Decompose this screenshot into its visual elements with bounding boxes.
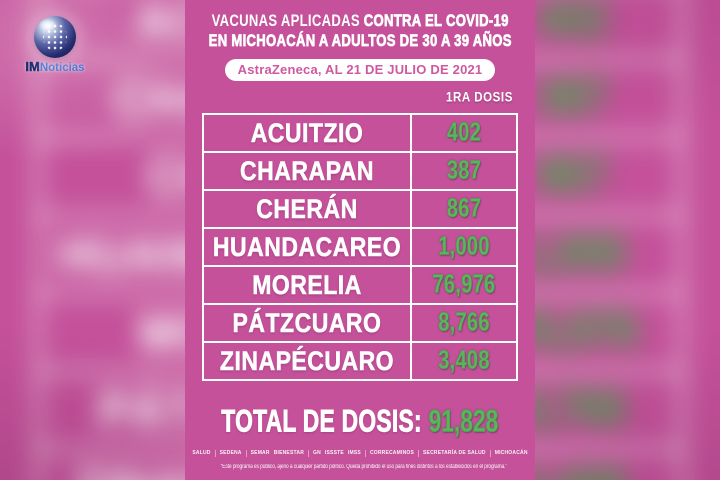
institution-logo: GN xyxy=(313,450,321,456)
brand-noticias: Noticias xyxy=(39,62,85,74)
imnoticias-sphere-icon xyxy=(34,16,76,58)
total-label: TOTAL DE DOSIS: xyxy=(221,404,423,440)
title-part-1: VACUNAS APLICADAS xyxy=(211,11,360,30)
doses-cell: 387 xyxy=(412,153,516,189)
institution-logo: SEMAR xyxy=(250,450,270,456)
municipality-cell: HUANDACAREO xyxy=(204,229,412,265)
table-row: MORELIA 76,976 xyxy=(204,265,516,303)
institution-logo: SALUD xyxy=(192,450,211,456)
doses-cell: 402 xyxy=(412,115,516,151)
logo-separator xyxy=(214,450,216,457)
doses-cell: 1,000 xyxy=(412,229,516,265)
program-disclaimer: “Este programa es público, ajeno a cualq… xyxy=(220,464,507,470)
institution-logo: MICHOACÁN xyxy=(494,450,528,456)
total-value: 91,828 xyxy=(428,404,499,440)
doses-cell: 8,766 xyxy=(412,305,516,341)
doses-value: 8,766 xyxy=(438,308,490,337)
institution-logo: CORRECAMINOS xyxy=(369,450,415,456)
doses-value: 387 xyxy=(446,156,482,185)
date-badge: AstraZeneca, AL 21 DE JULIO DE 2021 xyxy=(224,59,496,81)
municipality-cell: CHERÁN xyxy=(204,191,412,227)
municipality-label: CHARAPAN xyxy=(240,155,374,186)
logo-separator xyxy=(308,450,310,457)
doses-value: 76,976 xyxy=(432,270,496,299)
institution-logo: SEDENA xyxy=(219,450,242,456)
doses-value: 1,000 xyxy=(438,232,490,261)
municipality-label: ZINAPÉCUARO xyxy=(219,345,395,376)
municipality-cell: ACUITZIO xyxy=(204,115,412,151)
infographic-card: VACUNAS APLICADAS CONTRA EL COVID-19 EN M… xyxy=(185,0,535,480)
municipality-cell: CHARAPAN xyxy=(204,153,412,189)
municipality-label: ACUITZIO xyxy=(250,117,364,148)
total-row: TOTAL DE DOSIS: 91,828 xyxy=(185,402,535,444)
title-part-2: CONTRA EL COVID-19 xyxy=(363,11,509,31)
municipality-label: PÁTZCUARO xyxy=(232,307,382,338)
municipality-cell: ZINAPÉCUARO xyxy=(204,343,412,379)
municipality-cell: PÁTZCUARO xyxy=(204,305,412,341)
municipality-label: MORELIA xyxy=(252,269,362,300)
institution-logo: BIENESTAR xyxy=(273,450,305,456)
logo-separator xyxy=(245,450,247,457)
imnoticias-wordmark: IMNoticias xyxy=(14,60,96,75)
doses-value: 867 xyxy=(446,194,482,223)
logo-separator xyxy=(489,450,491,457)
institution-logo: ISSSTE xyxy=(324,450,344,456)
brand-im: IM xyxy=(25,59,40,74)
title-line-1: VACUNAS APLICADAS CONTRA EL COVID-19 xyxy=(185,11,535,31)
table-row: HUANDACAREO 1,000 xyxy=(204,227,516,265)
imnoticias-watermark: IMNoticias xyxy=(14,16,96,75)
table-row: PÁTZCUARO 8,766 xyxy=(204,303,516,341)
column-header-1ra-dosis: 1RA DOSIS xyxy=(446,90,513,106)
municipality-label: CHERÁN xyxy=(256,193,358,224)
municipality-label: HUANDACAREO xyxy=(212,231,402,262)
doses-table: ACUITZIO 402 CHARAPAN 387 CHERÁN 867 HUA… xyxy=(202,113,518,381)
title-line-2: EN MICHOACÁN A ADULTOS DE 30 A 39 AÑOS xyxy=(185,31,535,51)
doses-value: 3,408 xyxy=(438,346,490,375)
logo-separator xyxy=(418,450,420,457)
table-row: ZINAPÉCUARO 3,408 xyxy=(204,341,516,379)
doses-cell: 3,408 xyxy=(412,343,516,379)
doses-value: 402 xyxy=(446,118,482,147)
doses-cell: 76,976 xyxy=(412,267,516,303)
table-row: CHARAPAN 387 xyxy=(204,151,516,189)
table-row: CHERÁN 867 xyxy=(204,189,516,227)
sphere-highlight xyxy=(40,20,56,30)
title-line2-text: EN MICHOACÁN A ADULTOS DE 30 A 39 AÑOS xyxy=(208,31,512,51)
institution-logo: SECRETARÍA DE SALUD xyxy=(423,450,486,456)
badge-row: AstraZeneca, AL 21 DE JULIO DE 2021 xyxy=(185,59,535,81)
municipality-cell: MORELIA xyxy=(204,267,412,303)
page-title: VACUNAS APLICADAS CONTRA EL COVID-19 EN M… xyxy=(185,0,535,51)
table-row: ACUITZIO 402 xyxy=(204,115,516,151)
institution-logos-bar: SALUD SEDENA SEMAR BIENESTAR GN ISSSTE I… xyxy=(185,447,535,460)
logo-separator xyxy=(364,450,366,457)
institution-logo: IMSS xyxy=(347,450,361,456)
doses-cell: 867 xyxy=(412,191,516,227)
